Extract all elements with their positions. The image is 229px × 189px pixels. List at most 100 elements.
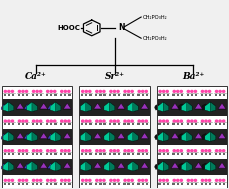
Polygon shape <box>32 102 37 112</box>
Bar <box>22 183 24 185</box>
Circle shape <box>131 150 133 152</box>
Circle shape <box>128 120 130 122</box>
Bar <box>181 94 183 96</box>
Circle shape <box>110 179 112 181</box>
Bar <box>104 153 106 155</box>
Polygon shape <box>210 132 216 141</box>
Bar <box>12 94 14 96</box>
Polygon shape <box>55 161 61 171</box>
Circle shape <box>99 120 101 122</box>
Circle shape <box>8 150 10 152</box>
Bar <box>95 183 97 185</box>
Bar <box>177 153 179 155</box>
Circle shape <box>96 179 98 181</box>
Bar <box>181 123 183 125</box>
Polygon shape <box>181 132 192 141</box>
Bar <box>137 153 140 155</box>
Circle shape <box>99 179 101 181</box>
Bar <box>128 153 130 155</box>
Circle shape <box>22 150 24 152</box>
Polygon shape <box>178 104 186 110</box>
Bar <box>132 153 134 155</box>
Polygon shape <box>195 162 202 168</box>
Circle shape <box>205 150 207 152</box>
Circle shape <box>46 91 49 92</box>
Circle shape <box>11 120 14 122</box>
Bar <box>157 159 227 175</box>
Bar <box>85 94 87 96</box>
Circle shape <box>180 179 183 181</box>
Circle shape <box>205 120 207 122</box>
Bar <box>12 153 14 155</box>
Polygon shape <box>80 132 91 141</box>
Circle shape <box>187 150 189 152</box>
Circle shape <box>177 179 179 181</box>
Polygon shape <box>163 161 169 171</box>
Polygon shape <box>0 104 7 109</box>
Polygon shape <box>16 162 24 168</box>
Circle shape <box>159 179 161 181</box>
Bar <box>209 94 211 96</box>
Polygon shape <box>104 161 115 171</box>
Circle shape <box>142 91 144 92</box>
Bar <box>79 86 150 188</box>
Circle shape <box>61 91 63 92</box>
Bar <box>2 159 72 175</box>
Polygon shape <box>109 161 115 171</box>
Bar <box>46 123 48 125</box>
Bar <box>50 94 52 96</box>
Circle shape <box>219 91 221 92</box>
Circle shape <box>219 179 221 181</box>
Polygon shape <box>0 134 7 139</box>
Circle shape <box>85 120 87 122</box>
Polygon shape <box>218 133 226 139</box>
Bar <box>123 94 125 96</box>
Bar <box>177 123 179 125</box>
Circle shape <box>177 120 179 122</box>
Bar <box>8 94 10 96</box>
Circle shape <box>163 179 165 181</box>
Bar <box>104 94 106 96</box>
Bar <box>2 145 72 159</box>
Circle shape <box>223 120 225 122</box>
Bar <box>81 183 83 185</box>
Bar <box>26 94 28 96</box>
Bar <box>209 123 211 125</box>
Circle shape <box>68 179 70 181</box>
Circle shape <box>208 179 211 181</box>
Bar <box>60 183 62 185</box>
Bar <box>118 123 120 125</box>
Circle shape <box>96 150 98 152</box>
Polygon shape <box>27 161 37 171</box>
Polygon shape <box>210 102 216 112</box>
Bar <box>205 183 207 185</box>
Bar <box>36 94 38 96</box>
Circle shape <box>61 150 63 152</box>
Circle shape <box>177 150 179 152</box>
Circle shape <box>128 91 130 92</box>
Bar <box>195 123 197 125</box>
Polygon shape <box>32 132 37 141</box>
Bar <box>172 94 175 96</box>
Circle shape <box>99 150 101 152</box>
Polygon shape <box>94 133 101 139</box>
Circle shape <box>61 179 63 181</box>
Bar <box>64 183 66 185</box>
Circle shape <box>223 179 225 181</box>
Bar <box>223 153 226 155</box>
Circle shape <box>201 120 204 122</box>
Bar <box>181 153 183 155</box>
Bar <box>50 123 52 125</box>
Circle shape <box>89 179 91 181</box>
Circle shape <box>64 179 66 181</box>
Circle shape <box>215 150 218 152</box>
Circle shape <box>223 91 225 92</box>
Bar <box>201 123 203 125</box>
Polygon shape <box>117 133 125 139</box>
Circle shape <box>113 120 116 122</box>
Polygon shape <box>50 102 61 112</box>
Circle shape <box>40 91 42 92</box>
Bar <box>219 153 221 155</box>
Circle shape <box>22 120 24 122</box>
Bar <box>158 183 161 185</box>
